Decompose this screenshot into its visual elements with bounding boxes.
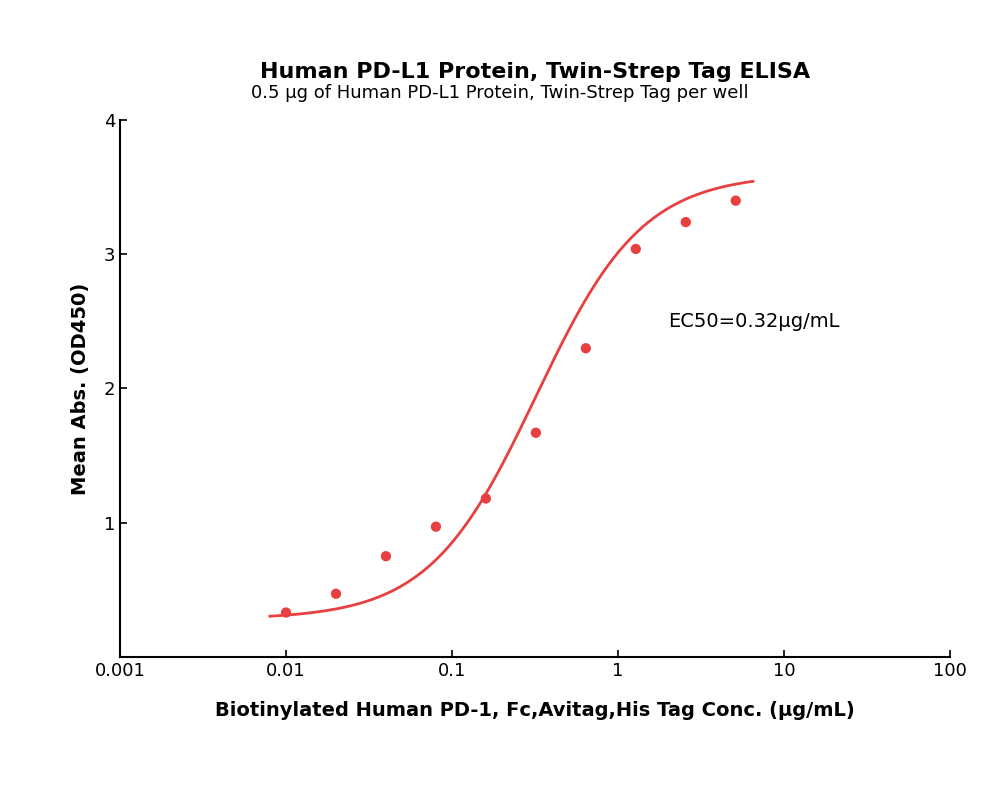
Point [478, 492, 494, 505]
Text: EC50=0.32μg/mL: EC50=0.32μg/mL [668, 312, 839, 331]
Point [278, 606, 294, 619]
Point [528, 426, 544, 439]
Point [328, 587, 344, 600]
Point [578, 342, 594, 355]
X-axis label: Biotinylated Human PD-1, Fc,Avitag,His Tag Conc. (μg/mL): Biotinylated Human PD-1, Fc,Avitag,His T… [215, 701, 855, 719]
Title: Human PD-L1 Protein, Twin-Strep Tag ELISA: Human PD-L1 Protein, Twin-Strep Tag ELIS… [260, 62, 810, 83]
Point [628, 243, 644, 256]
Point [428, 521, 444, 533]
Text: 0.5 μg of Human PD-L1 Protein, Twin-Strep Tag per well: 0.5 μg of Human PD-L1 Protein, Twin-Stre… [251, 84, 749, 102]
Point [378, 549, 394, 562]
Point [678, 215, 694, 228]
Y-axis label: Mean Abs. (OD450): Mean Abs. (OD450) [71, 283, 90, 494]
Point [728, 194, 744, 207]
